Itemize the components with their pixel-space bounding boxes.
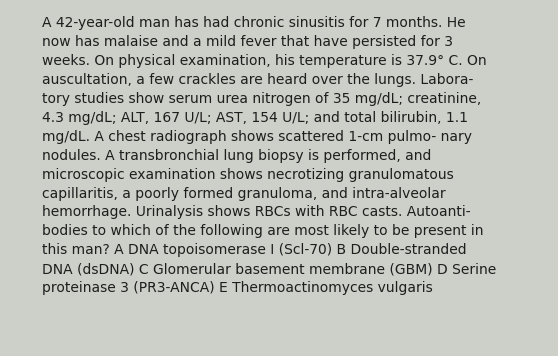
Text: A 42-year-old man has had chronic sinusitis for 7 months. He
now has malaise and: A 42-year-old man has had chronic sinusi… [42, 16, 496, 295]
